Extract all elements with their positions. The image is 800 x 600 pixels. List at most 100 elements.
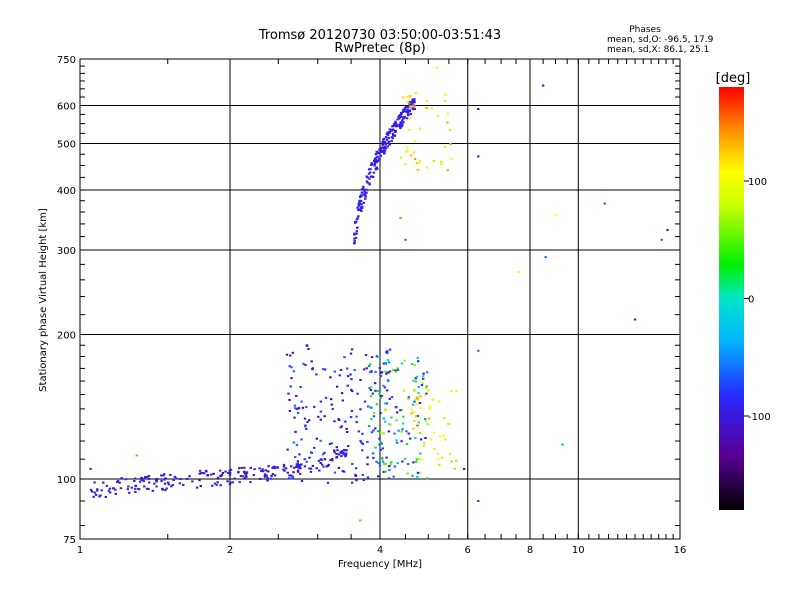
data-point xyxy=(370,418,373,421)
data-point xyxy=(288,409,291,412)
data-point xyxy=(294,407,297,410)
data-point xyxy=(226,480,229,483)
data-point xyxy=(211,484,214,487)
data-point xyxy=(311,368,314,371)
x-tick-label: 1 xyxy=(77,545,83,556)
data-point xyxy=(203,472,206,475)
data-point xyxy=(134,484,138,487)
data-point xyxy=(289,385,292,388)
data-point xyxy=(378,157,381,160)
data-point xyxy=(228,469,231,472)
data-point xyxy=(300,438,303,441)
data-point xyxy=(108,487,111,490)
data-point xyxy=(273,474,277,477)
data-point xyxy=(224,470,227,473)
data-point xyxy=(163,478,166,481)
data-point xyxy=(390,461,393,464)
data-point xyxy=(377,462,380,464)
data-point xyxy=(396,411,399,414)
data-point xyxy=(245,472,248,475)
data-point xyxy=(182,483,185,486)
data-point xyxy=(317,459,321,462)
data-point xyxy=(383,152,386,155)
data-point xyxy=(368,168,371,171)
data-point xyxy=(241,475,244,478)
data-point xyxy=(330,403,333,406)
data-point xyxy=(364,197,367,200)
data-point xyxy=(263,475,267,478)
data-point xyxy=(360,207,364,210)
data-point xyxy=(395,439,398,442)
data-point xyxy=(384,362,387,364)
data-point xyxy=(367,405,370,408)
data-point xyxy=(357,202,360,205)
data-point xyxy=(340,425,343,428)
data-point xyxy=(243,476,246,479)
data-point xyxy=(315,437,318,440)
data-point xyxy=(324,396,328,399)
data-point xyxy=(438,464,441,467)
data-point xyxy=(299,467,302,470)
data-point xyxy=(368,425,371,428)
data-point xyxy=(264,469,267,472)
data-point xyxy=(373,382,377,385)
data-point xyxy=(374,158,377,161)
data-point xyxy=(357,208,361,211)
data-point xyxy=(376,430,380,432)
data-point xyxy=(357,215,360,218)
data-point xyxy=(335,456,339,458)
data-point xyxy=(357,204,361,207)
data-point xyxy=(379,150,383,153)
data-point xyxy=(407,396,411,399)
data-point xyxy=(339,369,343,371)
data-point xyxy=(282,465,286,468)
data-point xyxy=(405,117,409,120)
data-point xyxy=(282,468,285,471)
data-point xyxy=(462,467,466,470)
data-point xyxy=(266,476,269,479)
data-point xyxy=(408,109,411,112)
y-tick-label: 75 xyxy=(63,535,76,546)
data-point xyxy=(407,432,410,435)
data-point xyxy=(444,93,447,96)
data-point xyxy=(109,491,112,494)
data-point xyxy=(212,472,215,475)
data-point xyxy=(419,452,422,455)
data-point xyxy=(375,156,378,159)
data-point xyxy=(299,472,302,475)
data-point xyxy=(443,146,447,148)
data-point xyxy=(517,271,521,273)
data-point xyxy=(221,472,225,474)
data-point xyxy=(373,160,376,162)
data-point xyxy=(433,447,436,450)
data-point xyxy=(383,149,387,152)
data-point xyxy=(333,451,336,454)
data-point xyxy=(390,139,393,142)
data-point xyxy=(147,475,151,477)
data-point xyxy=(406,149,409,152)
data-point xyxy=(170,485,173,488)
data-point xyxy=(229,468,233,471)
data-point xyxy=(386,359,390,361)
data-point xyxy=(290,377,293,380)
data-point xyxy=(415,375,419,378)
data-point xyxy=(406,106,410,109)
x-tick-label: 8 xyxy=(527,545,533,556)
data-point xyxy=(408,128,411,131)
data-point xyxy=(400,362,404,365)
data-point xyxy=(378,393,381,396)
data-point xyxy=(245,475,248,478)
data-point xyxy=(219,484,222,487)
data-point xyxy=(102,481,105,484)
data-point xyxy=(155,477,159,480)
data-point xyxy=(374,168,377,171)
data-point xyxy=(296,412,300,414)
data-point xyxy=(390,136,394,139)
data-point xyxy=(377,356,381,359)
data-point xyxy=(446,112,450,115)
data-point xyxy=(424,106,427,109)
data-point xyxy=(416,475,419,478)
data-point xyxy=(418,161,422,164)
data-point xyxy=(411,474,414,477)
data-point xyxy=(231,481,234,484)
